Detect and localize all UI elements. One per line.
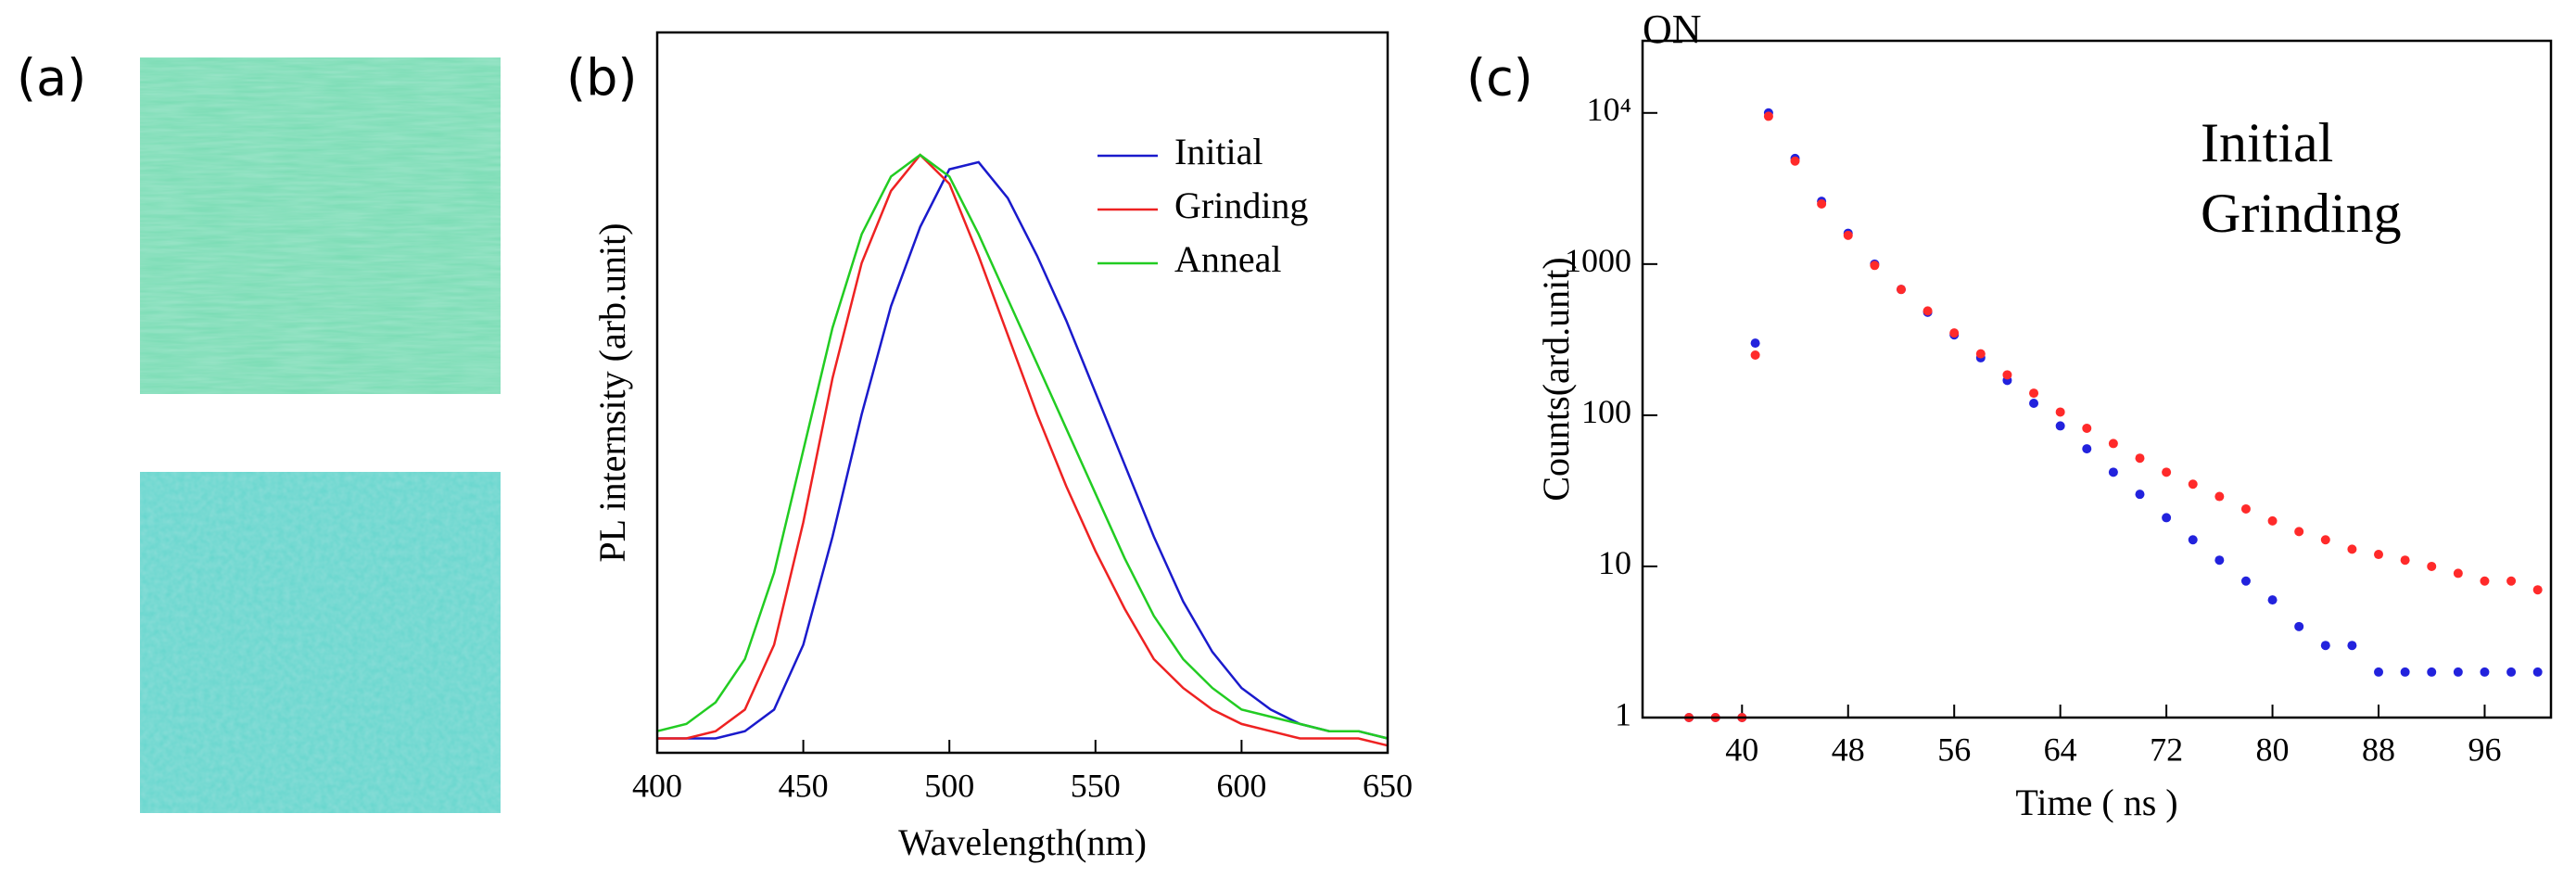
data-point [2532,585,2543,595]
x-tick-label: 48 [1832,731,1865,768]
x-tick-label: 650 [1363,767,1413,804]
data-point [2135,453,2145,464]
x-tick-label: 450 [779,767,829,804]
data-point [2400,667,2410,677]
plot-frame [655,31,1390,755]
y-tick-label: 1 [1615,695,1631,732]
legend-label: Initial [1174,131,1263,172]
data-point [2453,667,2463,677]
x-tick-label: 600 [1216,767,1266,804]
x-tick-label: 72 [2150,731,2183,768]
panel-label: (b) [566,49,637,108]
data-point [1843,230,1853,240]
series-line [657,160,1389,740]
data-point [2427,561,2437,571]
data-point [2240,576,2251,586]
data-point [2135,490,2145,500]
data-point [2320,641,2330,651]
data-point [2162,467,2172,477]
data-point [2480,667,2490,677]
series-line [656,153,1389,740]
panel-label: (a) [17,49,86,108]
data-point [2427,667,2437,677]
data-point [2400,555,2410,566]
y-tick-label: 10 [1598,544,1631,581]
data-point [2029,398,2039,408]
data-point [2082,423,2092,433]
y-tick-label: 1000 [1565,242,1631,279]
data-point [2294,527,2304,537]
photo-texture [140,57,501,394]
data-point [2162,513,2172,523]
data-point [2108,439,2118,449]
data-point [1790,156,1800,166]
data-point [2214,555,2225,566]
data-point [1870,261,1880,271]
y-tick-label: 10⁴ [1586,91,1631,128]
x-tick-label: 88 [2362,731,2395,768]
data-point [1817,198,1827,209]
series-line [657,153,1389,747]
legend-label: Grinding [2201,183,2402,244]
x-tick-label: 500 [924,767,974,804]
data-point [2347,641,2357,651]
legend-label: Initial [2201,112,2333,173]
data-point [2214,491,2225,502]
data-point [2240,503,2251,514]
data-point [2267,595,2278,605]
data-point [1750,338,1760,349]
x-tick-label: 64 [2044,731,2077,768]
data-point [1896,285,1906,295]
x-axis-label: Time ( ns ) [2015,782,2177,823]
data-point [2108,467,2118,477]
chart-title: ON [1643,6,1702,52]
data-point [2506,667,2517,677]
data-point [2029,388,2039,399]
data-point [2188,535,2198,545]
data-point [2002,370,2012,380]
data-point [2188,479,2198,490]
data-point [2082,444,2092,454]
data-point [2055,407,2065,417]
data-point [2347,544,2357,554]
data-point [1949,328,1960,338]
data-point [1763,111,1773,121]
x-tick-label: 40 [1725,731,1758,768]
data-point [2320,535,2330,545]
data-point [1750,350,1760,361]
legend-label: Anneal [1174,238,1282,280]
x-tick-label: 96 [2468,731,2501,768]
data-point [2294,621,2304,631]
x-tick-label: 400 [632,767,682,804]
data-point [2532,667,2543,677]
x-tick-label: 80 [2256,731,2290,768]
y-axis-label: PL internsity (arb.unit) [591,222,633,562]
photo-texture [140,472,501,813]
data-point [2453,568,2463,578]
data-point [2506,576,2517,586]
x-axis-label: Wavelength(nm) [898,821,1147,863]
data-point [2374,667,2384,677]
panel-label: (c) [1466,49,1533,108]
data-point [1922,306,1933,316]
legend-label: Grinding [1174,184,1308,226]
data-point [2267,515,2278,526]
y-tick-label: 100 [1581,393,1631,430]
data-point [2374,550,2384,560]
data-point [2055,421,2065,431]
x-tick-label: 56 [1937,731,1971,768]
y-axis-label: Counts(ard.unit) [1535,257,1577,501]
data-point [2480,576,2490,586]
data-point [1975,349,1986,359]
plot-frame [1641,39,2553,719]
x-tick-label: 550 [1071,767,1121,804]
